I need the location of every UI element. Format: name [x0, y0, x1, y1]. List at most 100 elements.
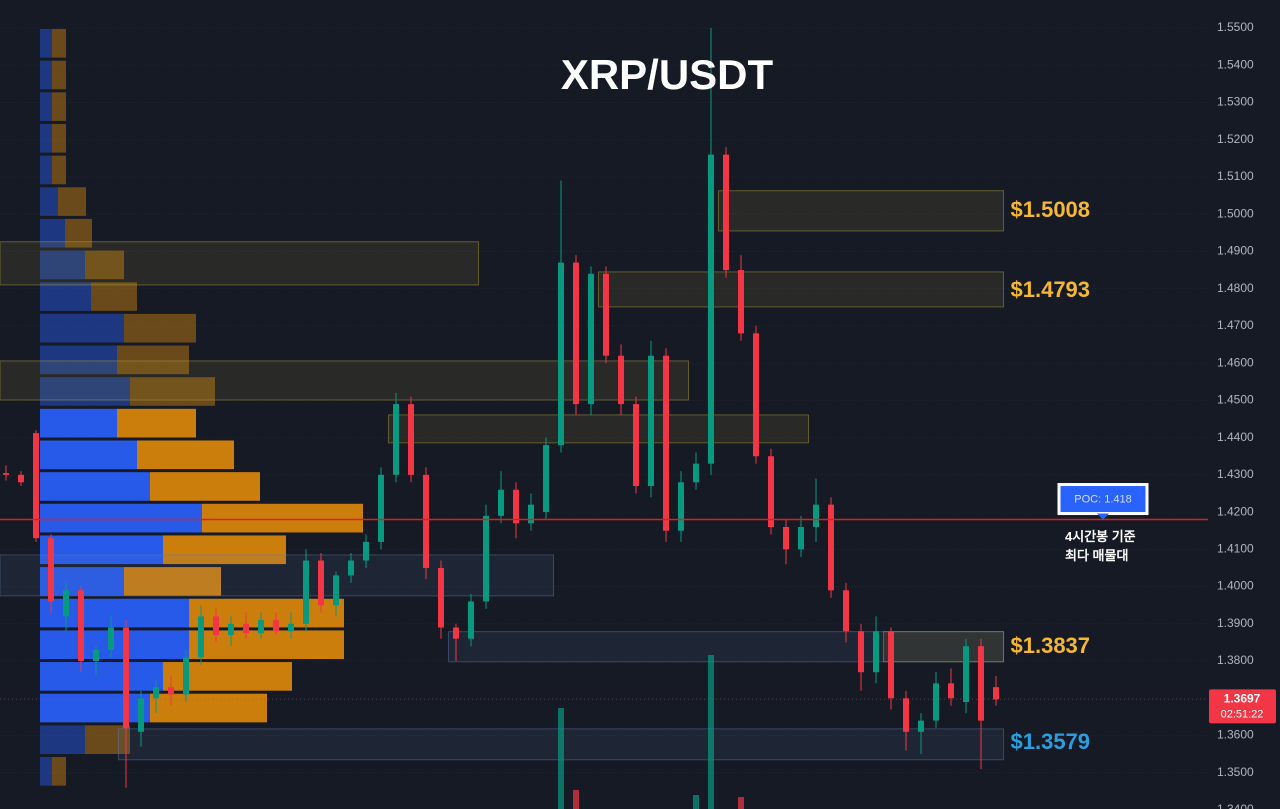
profile-sell	[150, 693, 267, 723]
candle-body	[318, 560, 324, 606]
candle-body	[378, 474, 384, 542]
y-tick-label: 1.5200	[1217, 132, 1254, 146]
y-tick-label: 1.4500	[1217, 393, 1254, 407]
candle-body	[18, 474, 24, 483]
zone-label: $1.3579	[1011, 729, 1091, 754]
zone	[883, 631, 1004, 663]
profile-sell	[65, 218, 92, 248]
candle-body	[978, 646, 984, 721]
candle-body	[63, 590, 69, 617]
candle-body	[108, 627, 114, 650]
y-tick-label: 1.3900	[1217, 616, 1254, 630]
candle-body	[498, 489, 504, 516]
zone-label: $1.3837	[1011, 633, 1091, 658]
price-axis: 1.34001.35001.36001.37001.38001.39001.40…	[1209, 20, 1276, 809]
y-tick-label: 1.5500	[1217, 20, 1254, 34]
profile-sell	[52, 29, 66, 58]
volume-profile	[40, 29, 363, 786]
candle-body	[33, 433, 39, 539]
candle-body	[753, 333, 759, 457]
candle-body	[573, 262, 579, 405]
candle-body	[513, 489, 519, 524]
profile-buy	[40, 123, 52, 153]
candle-body	[768, 456, 774, 527]
profile-sell	[163, 662, 292, 691]
profile-buy	[40, 408, 117, 438]
y-tick-label: 1.4900	[1217, 244, 1254, 258]
candle-body	[948, 683, 954, 699]
profile-buy	[40, 377, 130, 406]
profile-sell	[117, 408, 196, 438]
poc-label: POC: 1.418	[1074, 493, 1131, 505]
profile-buy	[40, 662, 163, 691]
candle-body	[138, 698, 144, 732]
profile-sell	[130, 377, 215, 406]
profile-sell	[52, 92, 66, 121]
y-tick-label: 1.4300	[1217, 467, 1254, 481]
y-tick-label: 1.4000	[1217, 579, 1254, 593]
countdown: 02:51:22	[1221, 708, 1264, 720]
candle-body	[453, 627, 459, 639]
profile-sell	[137, 440, 234, 470]
poc-note: 4시간봉 기준	[1065, 529, 1136, 544]
profile-buy	[40, 725, 85, 755]
profile-buy	[40, 282, 91, 311]
candle-body	[858, 631, 864, 673]
y-tick-label: 1.5000	[1217, 206, 1254, 220]
candle-body	[843, 590, 849, 632]
candle-body	[663, 355, 669, 531]
candle-body	[333, 575, 339, 606]
candle-body	[873, 631, 879, 673]
profile-buy	[40, 630, 189, 660]
y-tick-label: 1.3800	[1217, 653, 1254, 667]
candle-body	[588, 273, 594, 405]
candle-body	[918, 720, 924, 732]
y-tick-label: 1.3600	[1217, 728, 1254, 742]
profile-buy	[40, 92, 52, 121]
candle-body	[213, 616, 219, 635]
volume-bar	[573, 790, 579, 809]
profile-sell	[52, 757, 66, 786]
candle-body	[903, 698, 909, 732]
profile-sell	[52, 155, 66, 185]
last-price-box	[1209, 689, 1276, 724]
profile-buy	[40, 757, 52, 786]
profile-buy	[40, 693, 150, 723]
candle-body	[3, 472, 9, 475]
candle-body	[438, 567, 444, 628]
y-tick-label: 1.3500	[1217, 765, 1254, 779]
candle-body	[288, 623, 294, 632]
candle-body	[393, 404, 399, 475]
profile-sell	[85, 250, 124, 280]
candle-body	[933, 683, 939, 721]
volume-bar	[738, 797, 744, 809]
y-tick-label: 1.5400	[1217, 57, 1254, 71]
candle-body	[993, 687, 999, 700]
candle-body	[228, 623, 234, 635]
profile-sell	[117, 345, 189, 375]
profile-sell	[189, 630, 344, 660]
candle-body	[528, 504, 534, 524]
profile-buy	[40, 503, 202, 533]
zones	[0, 190, 1004, 761]
profile-sell	[202, 503, 363, 533]
zone	[718, 190, 1004, 232]
candle-body	[888, 631, 894, 699]
profile-sell	[58, 187, 86, 216]
y-tick-label: 1.4400	[1217, 430, 1254, 444]
y-tick-label: 1.4600	[1217, 355, 1254, 369]
candle-body	[273, 620, 279, 632]
profile-sell	[124, 313, 196, 343]
profile-buy	[40, 60, 52, 90]
y-tick-label: 1.5300	[1217, 95, 1254, 109]
candle-body	[648, 355, 654, 487]
zone-label: $1.4793	[1011, 277, 1091, 302]
candle-body	[153, 687, 159, 699]
candle-body	[483, 515, 489, 602]
candle-body	[348, 560, 354, 576]
chart-title: XRP/USDT	[561, 51, 774, 98]
candle-body	[198, 616, 204, 658]
profile-buy	[40, 472, 150, 501]
candle-body	[783, 526, 789, 550]
